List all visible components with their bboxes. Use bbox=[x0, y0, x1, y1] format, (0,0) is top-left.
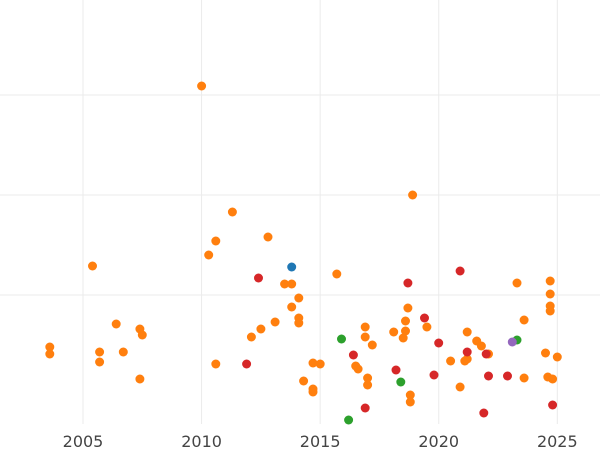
data-point-red bbox=[481, 349, 491, 359]
data-point-orange bbox=[211, 359, 221, 369]
data-point-red bbox=[420, 313, 429, 323]
data-point-red bbox=[254, 273, 263, 283]
data-point-orange bbox=[403, 303, 413, 313]
data-point-orange bbox=[287, 279, 297, 289]
data-point-orange bbox=[446, 356, 456, 366]
grid bbox=[0, 0, 600, 424]
data-point-red bbox=[484, 371, 493, 381]
data-point-orange bbox=[118, 347, 128, 357]
data-point-red bbox=[455, 266, 465, 276]
data-point-orange bbox=[548, 374, 558, 384]
x-tick-label: 2005 bbox=[63, 432, 104, 450]
data-point-orange bbox=[363, 373, 373, 383]
data-point-orange bbox=[519, 373, 529, 383]
data-point-red bbox=[479, 408, 489, 418]
data-point-orange bbox=[405, 390, 415, 400]
data-point-green bbox=[344, 415, 354, 425]
data-point-orange bbox=[111, 319, 121, 329]
data-point-orange bbox=[541, 348, 550, 358]
data-point-orange bbox=[308, 387, 318, 397]
data-point-orange bbox=[398, 333, 408, 343]
data-point-orange bbox=[363, 380, 373, 390]
data-point-orange bbox=[45, 342, 55, 352]
data-point-orange bbox=[405, 397, 415, 407]
data-point-orange bbox=[197, 81, 207, 91]
data-point-orange bbox=[462, 327, 472, 337]
data-point-orange bbox=[263, 232, 273, 242]
data-point-orange bbox=[422, 322, 432, 332]
data-point-orange bbox=[462, 354, 472, 364]
data-point-orange bbox=[545, 276, 555, 286]
data-point-orange bbox=[204, 250, 214, 260]
data-point-orange bbox=[519, 315, 529, 325]
data-point-red bbox=[242, 359, 252, 369]
data-point-orange bbox=[401, 326, 410, 336]
data-point-orange bbox=[455, 382, 465, 392]
data-point-green bbox=[396, 377, 406, 387]
data-point-orange bbox=[294, 293, 304, 303]
data-point-orange bbox=[270, 317, 280, 327]
data-point-red bbox=[360, 403, 370, 413]
data-point-red bbox=[429, 370, 439, 380]
data-point-red bbox=[548, 400, 558, 410]
data-point-orange bbox=[408, 190, 418, 200]
data-point-orange bbox=[315, 359, 325, 369]
data-point-red bbox=[462, 347, 472, 357]
data-point-blue bbox=[287, 262, 297, 272]
x-tick-label: 2020 bbox=[418, 432, 459, 450]
data-point-orange bbox=[401, 316, 410, 326]
data-point-orange bbox=[360, 332, 370, 342]
x-tick-label: 2015 bbox=[300, 432, 341, 450]
data-point-red bbox=[403, 278, 413, 288]
data-point-red bbox=[391, 365, 401, 375]
data-point-orange bbox=[308, 358, 318, 368]
data-point-orange bbox=[294, 318, 304, 328]
data-point-orange bbox=[552, 352, 562, 362]
data-point-orange bbox=[135, 374, 145, 384]
data-point-orange bbox=[137, 330, 147, 340]
data-point-orange bbox=[545, 289, 555, 299]
x-tick-label: 2025 bbox=[537, 432, 578, 450]
data-point-orange bbox=[256, 324, 266, 334]
data-point-purple bbox=[507, 337, 517, 347]
data-point-green bbox=[337, 334, 346, 344]
data-point-orange bbox=[512, 278, 522, 288]
data-point-red bbox=[503, 371, 512, 381]
data-points bbox=[45, 81, 562, 425]
data-point-orange bbox=[545, 306, 555, 316]
data-point-orange bbox=[389, 327, 399, 337]
data-point-orange bbox=[246, 332, 256, 342]
data-point-red bbox=[348, 350, 358, 360]
data-point-orange bbox=[367, 340, 377, 350]
data-point-orange bbox=[299, 376, 309, 386]
data-point-orange bbox=[332, 269, 342, 279]
data-point-orange bbox=[227, 207, 237, 217]
data-point-orange bbox=[353, 364, 363, 374]
data-point-orange bbox=[287, 302, 297, 312]
data-point-orange bbox=[88, 261, 97, 271]
x-axis-ticks: 2005 2010 2015 2020 2025 bbox=[63, 432, 578, 450]
data-point-orange bbox=[360, 322, 370, 332]
x-tick-label: 2010 bbox=[181, 432, 222, 450]
data-point-orange bbox=[95, 357, 105, 367]
data-point-orange bbox=[45, 349, 55, 359]
data-point-orange bbox=[95, 347, 105, 357]
data-point-orange bbox=[476, 341, 486, 351]
data-point-orange bbox=[211, 236, 221, 246]
data-point-orange bbox=[280, 279, 290, 289]
data-point-red bbox=[434, 338, 444, 348]
